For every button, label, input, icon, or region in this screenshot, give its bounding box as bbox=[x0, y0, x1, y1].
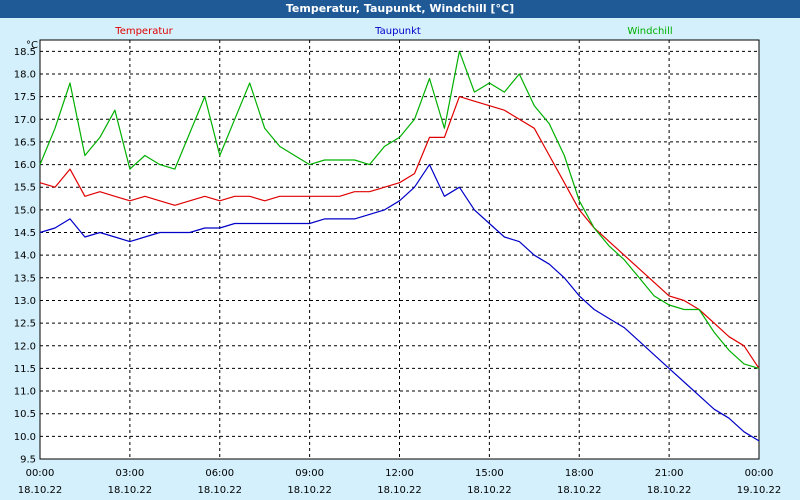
x-tick-time-label: 15:00 bbox=[475, 468, 504, 479]
y-tick-label: 9.5 bbox=[20, 455, 36, 466]
y-tick-label: 10.0 bbox=[14, 432, 36, 443]
y-tick-label: 15.5 bbox=[14, 183, 36, 194]
x-tick-time-label: 18:00 bbox=[565, 468, 594, 479]
y-tick-label: 13.5 bbox=[14, 273, 36, 284]
chart-area: 9.5 10.0 10.5 11.0 11.5 12.0 12.5 13.0 13.5 14.0 1… bbox=[0, 18, 800, 500]
x-tick-time-label: 03:00 bbox=[115, 468, 144, 479]
grid-lines bbox=[40, 40, 759, 460]
legend-item-windchill: Windchill bbox=[627, 26, 672, 37]
y-tick-label: 11.0 bbox=[14, 387, 36, 398]
y-tick-label: 16.0 bbox=[14, 160, 36, 171]
legend: Temperatur Taupunkt Windchill bbox=[114, 26, 672, 37]
series-line-taupunkt bbox=[39, 164, 760, 442]
y-tick-label: 14.0 bbox=[14, 251, 36, 262]
y-tick-label: 10.5 bbox=[14, 409, 36, 420]
x-tick-date-label: 19.10.22 bbox=[737, 485, 782, 496]
y-axis-ticks: 9.5 10.0 10.5 11.0 11.5 12.0 12.5 13.0 13.5 14.0 1… bbox=[14, 47, 36, 466]
x-tick-date-label: 18.10.22 bbox=[108, 485, 153, 496]
y-tick-label: 18.0 bbox=[14, 69, 36, 80]
x-tick-time-label: 06:00 bbox=[205, 468, 234, 479]
x-tick-time-label: 12:00 bbox=[385, 468, 414, 479]
x-tick-time-label: 21:00 bbox=[655, 468, 684, 479]
y-tick-label: 17.0 bbox=[14, 115, 36, 126]
y-tick-label: 13.0 bbox=[14, 296, 36, 307]
x-tick-date-label: 18.10.22 bbox=[467, 485, 512, 496]
series-line-windchill bbox=[39, 50, 760, 369]
y-tick-label: 17.5 bbox=[14, 92, 36, 103]
y-tick-label: 12.0 bbox=[14, 341, 36, 352]
x-tick-date-label: 18.10.22 bbox=[197, 485, 242, 496]
series-lines bbox=[39, 50, 760, 442]
x-tick-date-label: 18.10.22 bbox=[377, 485, 422, 496]
y-axis-unit-label: °C bbox=[26, 40, 38, 51]
series-line-temperatur bbox=[39, 95, 760, 369]
y-tick-label: 18.5 bbox=[14, 47, 36, 58]
x-tick-date-label: 18.10.22 bbox=[557, 485, 602, 496]
x-tick-time-label: 09:00 bbox=[295, 468, 324, 479]
x-axis-ticks: 00:00 18.10.22 03:00 18.10.22 06:00 18.10.22 0… bbox=[18, 468, 782, 496]
x-tick-date-label: 18.10.22 bbox=[18, 485, 63, 496]
x-tick-date-label: 18.10.22 bbox=[287, 485, 332, 496]
line-chart: 9.5 10.0 10.5 11.0 11.5 12.0 12.5 13.0 13.5 14.0 1… bbox=[14, 26, 782, 496]
x-tick-time-label: 00:00 bbox=[26, 468, 55, 479]
y-tick-label: 16.5 bbox=[14, 137, 36, 148]
chart-title: Temperatur, Taupunkt, Windchill [°C] bbox=[0, 0, 800, 18]
y-tick-label: 12.5 bbox=[14, 319, 36, 330]
y-tick-label: 15.0 bbox=[14, 205, 36, 216]
y-tick-label: 11.5 bbox=[14, 364, 36, 375]
legend-item-temperatur: Temperatur bbox=[114, 26, 173, 37]
legend-item-taupunkt: Taupunkt bbox=[374, 26, 421, 37]
x-tick-time-label: 00:00 bbox=[745, 468, 774, 479]
y-tick-label: 14.5 bbox=[14, 228, 36, 239]
x-tick-date-label: 18.10.22 bbox=[647, 485, 692, 496]
